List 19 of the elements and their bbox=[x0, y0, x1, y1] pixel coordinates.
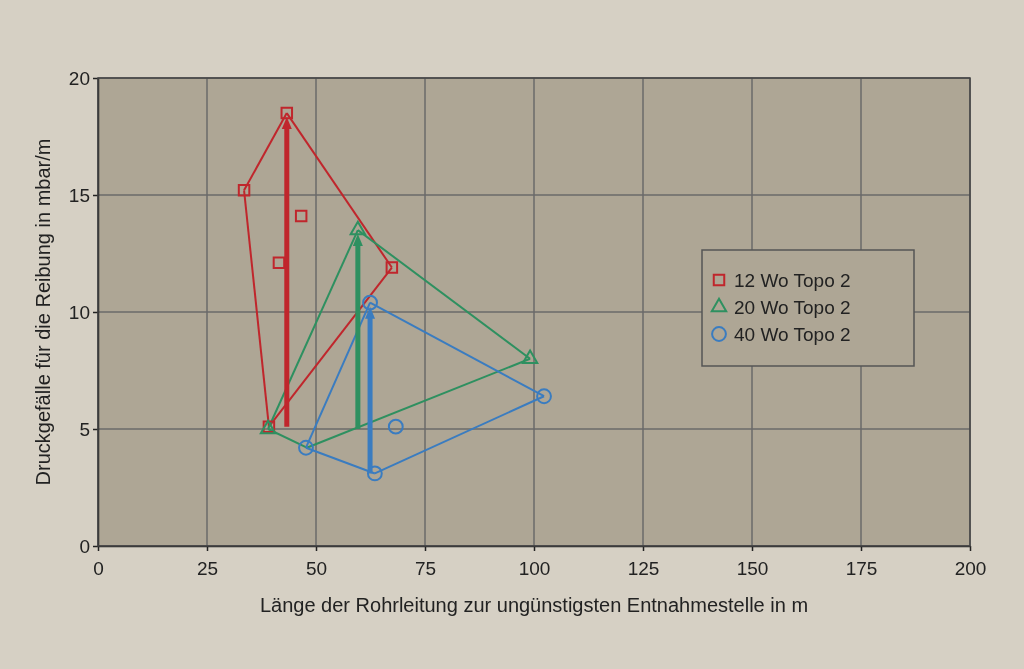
legend-label: 40 Wo Topo 2 bbox=[734, 324, 851, 345]
legend-label: 12 Wo Topo 2 bbox=[734, 270, 851, 291]
y-tick-label: 20 bbox=[68, 67, 90, 89]
y-tick-label: 0 bbox=[79, 535, 90, 557]
legend-label: 20 Wo Topo 2 bbox=[734, 297, 851, 318]
x-tick-label: 200 bbox=[954, 557, 987, 579]
x-tick-label: 175 bbox=[845, 557, 878, 579]
y-tick-label: 5 bbox=[79, 418, 90, 440]
y-axis-title: Druckgefälle für die Reibung in mbar/m bbox=[32, 138, 54, 486]
x-tick-label: 100 bbox=[518, 557, 551, 579]
x-tick-label: 0 bbox=[93, 557, 104, 579]
x-tick-label: 25 bbox=[196, 557, 219, 579]
y-tick-label: 10 bbox=[68, 301, 90, 323]
x-tick-label: 125 bbox=[627, 557, 660, 579]
y-tick-label: 15 bbox=[68, 184, 90, 206]
x-axis-title: Länge der Rohrleitung zur ungünstigsten Entnahmestelle in m bbox=[259, 594, 809, 616]
x-tick-label: 50 bbox=[305, 557, 328, 579]
x-tick-label: 150 bbox=[736, 557, 769, 579]
x-tick-label: 75 bbox=[414, 557, 437, 579]
